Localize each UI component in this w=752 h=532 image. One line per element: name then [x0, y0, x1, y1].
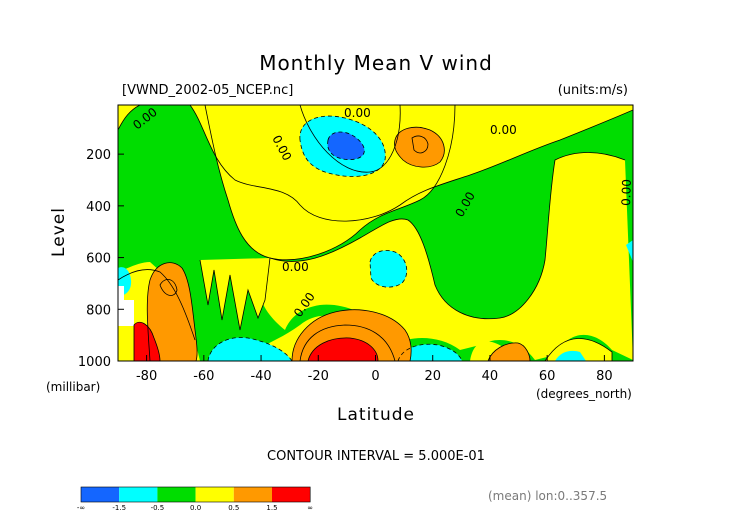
field-neg-strong — [327, 132, 365, 160]
dataset-label: [VWND_2002-05_NCEP.nc] — [122, 83, 293, 98]
x-tick-label: 60 — [539, 369, 556, 384]
field-neg-mid-5 — [555, 350, 586, 361]
y-unit-label: (millibar) — [46, 380, 100, 394]
contour-interval: CONTOUR INTERVAL = 5.000E-01 — [267, 449, 485, 464]
x-tick-label: 40 — [482, 369, 499, 384]
legend-label: ∞ — [307, 504, 313, 512]
legend-swatch — [195, 487, 234, 502]
x-tick-label: -80 — [136, 369, 157, 384]
units-label: (units:m/s) — [558, 83, 628, 98]
field-pos-strong-2 — [134, 322, 160, 361]
x-tick-label: 80 — [596, 369, 613, 384]
legend-label: -1.5 — [112, 504, 126, 512]
y-tick-label: 200 — [86, 148, 111, 163]
contour-field — [118, 105, 633, 361]
legend-label: 0.5 — [228, 504, 239, 512]
y-axis: 200 400 600 800 1000 — [78, 148, 124, 370]
chart-title: Monthly Mean V wind — [259, 51, 493, 75]
y-tick-label: 400 — [86, 200, 111, 215]
field-neg-mid-7 — [626, 240, 633, 262]
legend-swatch — [157, 487, 196, 502]
missing-data — [118, 286, 134, 326]
y-tick-label: 1000 — [78, 355, 111, 370]
contour-label: 0.00 — [282, 260, 309, 274]
contour-label: 0.00 — [490, 123, 517, 137]
legend-swatch — [233, 487, 272, 502]
field-pos-mid-4 — [488, 342, 530, 361]
field-neg-mid-3 — [208, 337, 292, 361]
legend-frame — [80, 486, 311, 503]
legend-swatch — [119, 487, 158, 502]
footer-note: (mean) lon:0..357.5 — [488, 489, 607, 503]
x-tick-label: 20 — [424, 369, 441, 384]
y-tick-label: 800 — [86, 303, 111, 318]
x-tick-label: -40 — [250, 369, 271, 384]
field-spikes — [200, 258, 270, 330]
color-legend: -∞ -1.5 -0.5 0.0 0.5 1.5 ∞ — [77, 486, 313, 512]
x-axis: -80 -60 -40 -20 0 20 40 60 80 — [136, 355, 613, 384]
x-tick-label: -60 — [193, 369, 214, 384]
field-neg-mid-4 — [398, 344, 462, 361]
field-pos-mid-1 — [394, 127, 445, 168]
legend-label: -0.5 — [151, 504, 165, 512]
contour-label: 0.00 — [344, 106, 371, 120]
field-neg-mid-2 — [370, 250, 407, 288]
x-unit-label: (degrees_north) — [536, 387, 632, 401]
field-pos-mid-3 — [147, 262, 198, 361]
legend-label: 0.0 — [190, 504, 201, 512]
legend-label: -∞ — [77, 504, 85, 512]
y-tick-label: 600 — [86, 252, 111, 267]
contour-label: 0.00 — [619, 179, 634, 206]
contour-lines — [118, 105, 633, 361]
field-positive-mid — [260, 152, 633, 360]
y-axis-title: Level — [49, 207, 69, 257]
legend-label: 1.5 — [266, 504, 277, 512]
legend-swatch — [272, 487, 311, 502]
x-tick-label: -20 — [308, 369, 329, 384]
x-axis-title: Latitude — [337, 405, 415, 425]
field-positive-upper — [205, 105, 455, 260]
x-tick-label: 0 — [371, 369, 379, 384]
field-pos-strong-1 — [308, 337, 378, 361]
legend-swatch — [81, 487, 120, 502]
